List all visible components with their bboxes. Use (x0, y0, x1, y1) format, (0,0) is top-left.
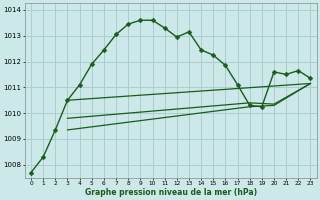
X-axis label: Graphe pression niveau de la mer (hPa): Graphe pression niveau de la mer (hPa) (85, 188, 257, 197)
